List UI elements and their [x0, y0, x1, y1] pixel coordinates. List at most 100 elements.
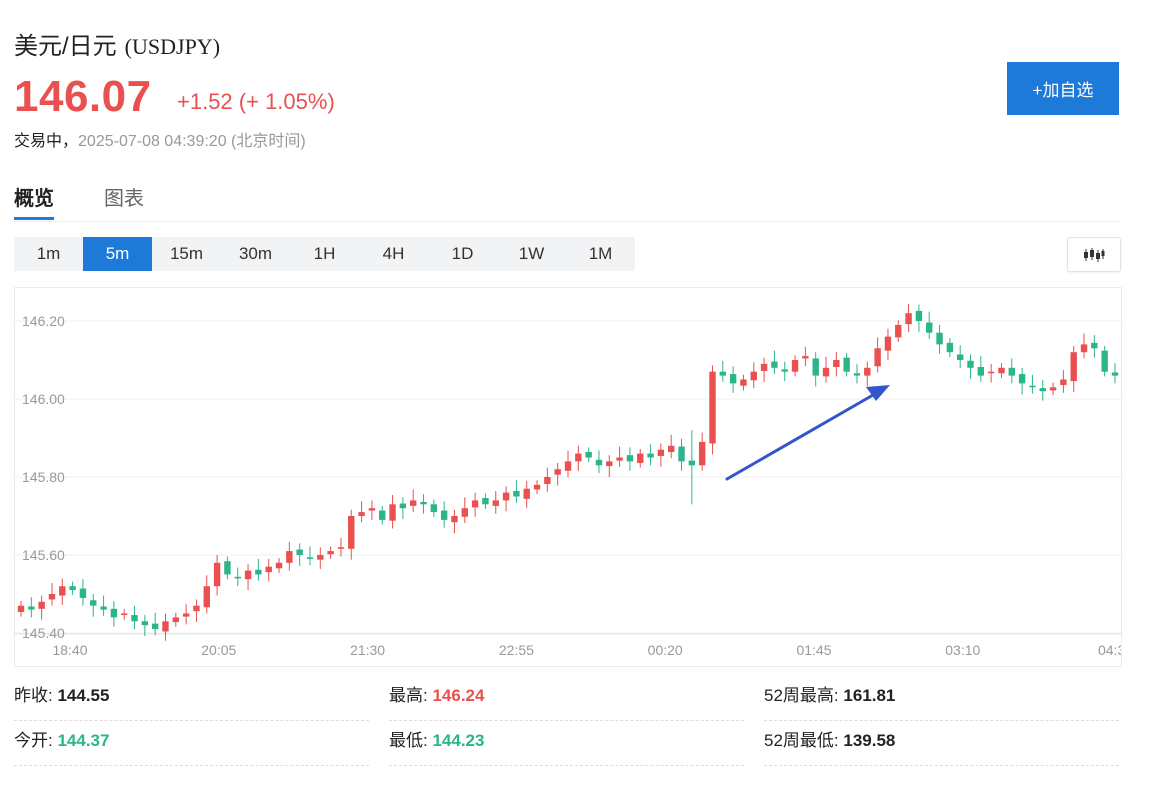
y-tick-label: 146.00 [22, 391, 65, 407]
candle [17, 601, 25, 617]
interval-1m[interactable]: 1m [36, 244, 61, 263]
candle-body [162, 621, 169, 632]
interval-5m[interactable]: 5m [83, 237, 152, 271]
candle-body [523, 488, 530, 499]
candle [905, 303, 912, 332]
candle [833, 352, 840, 377]
candle-body [110, 608, 118, 618]
candle-body [471, 500, 479, 508]
trading-status: 交易中，2025-07-08 04:39:20 (北京时间) [14, 127, 306, 151]
interval-1h[interactable]: 1H [313, 244, 336, 263]
candlestick-toggle-button[interactable] [1067, 237, 1121, 272]
stat-low: 最低: 144.23 [389, 721, 744, 766]
candle [224, 556, 231, 580]
add-watchlist-button[interactable]: +加自选 [1007, 62, 1119, 115]
candle-body [1111, 372, 1119, 376]
candlestick-icon [1084, 247, 1105, 262]
candle-body [1091, 342, 1098, 349]
candle-body [657, 449, 665, 456]
candle-body [822, 367, 830, 377]
candle-body [399, 503, 407, 509]
candle-body [595, 459, 603, 466]
candle-body [17, 605, 25, 612]
candle [327, 546, 334, 559]
candle-body [28, 606, 35, 610]
candle-body [38, 601, 45, 609]
interval-15m[interactable]: 15m [169, 244, 204, 263]
timestamp: 2025-07-08 04:39:20 (北京时间) [78, 133, 306, 150]
candle [709, 365, 716, 455]
candle-body [678, 446, 685, 462]
interval-1d[interactable]: 1D [451, 244, 474, 263]
candle-body [172, 617, 180, 623]
x-tick-label: 03:10 [945, 642, 980, 658]
candle [967, 354, 974, 379]
candle [234, 567, 241, 587]
candle [1008, 358, 1015, 384]
candle [193, 599, 200, 623]
stat-label: 今开: [14, 731, 53, 750]
candle [389, 494, 396, 529]
y-tick-label: 145.60 [22, 547, 65, 563]
interval-1mo[interactable]: 1M [588, 244, 613, 263]
candle [28, 597, 35, 618]
candle-body [781, 369, 788, 372]
y-tick-label: 145.40 [22, 625, 65, 641]
candle-body [1049, 387, 1057, 391]
candle-body [286, 551, 293, 563]
candle [760, 357, 768, 382]
stat-prev-close: 昨收: 144.55 [14, 676, 369, 721]
candle [399, 497, 407, 520]
candle-body [141, 621, 149, 626]
candle [471, 492, 479, 517]
candle-body [420, 501, 427, 505]
interval-1w[interactable]: 1W [518, 244, 545, 263]
tab-chart[interactable]: 图表 [104, 188, 144, 210]
candle-body [337, 547, 345, 549]
stat-high: 最高: 146.24 [389, 676, 744, 721]
candle-body [203, 586, 210, 608]
candle [523, 480, 530, 509]
candle-body [1101, 350, 1108, 372]
y-tick-label: 145.80 [22, 469, 65, 485]
candle [771, 350, 778, 375]
candle-body [121, 613, 128, 616]
interval-4h[interactable]: 4H [382, 244, 405, 263]
candle [131, 605, 138, 630]
candle [244, 564, 252, 591]
candle-body [358, 512, 365, 516]
candle [1091, 335, 1098, 358]
stat-value: 144.37 [57, 731, 110, 750]
candle [688, 430, 696, 505]
candlestick-chart[interactable]: 146.20 146.00 145.80 145.60 145.40 18:40 20:0… [15, 288, 1121, 666]
candle-body [709, 371, 716, 444]
candle [616, 446, 623, 467]
price-chart[interactable]: 146.20 146.00 145.80 145.60 145.40 18:40 20:0… [14, 287, 1122, 667]
candle [1111, 363, 1119, 384]
candle [317, 547, 324, 570]
candle-body [616, 457, 623, 461]
candle-body [750, 371, 757, 381]
candle-body [802, 356, 809, 359]
candle [554, 462, 561, 486]
candle-body [193, 605, 200, 612]
candle-body [771, 361, 778, 368]
candle [874, 337, 881, 373]
candle-body [626, 455, 634, 462]
candle-body [895, 324, 902, 338]
stat-label: 52周最低: [764, 731, 839, 750]
candle-body [719, 371, 727, 376]
candle-body [348, 516, 355, 549]
interval-30m[interactable]: 30m [238, 244, 273, 263]
candle-body [265, 566, 272, 573]
candle [647, 444, 654, 466]
candle [895, 320, 902, 343]
candle-body [926, 322, 933, 333]
candle-body [1029, 385, 1036, 388]
candle-body [234, 576, 241, 579]
candle-body [90, 600, 97, 606]
candle-body [69, 586, 76, 591]
tab-overview[interactable]: 概览 [14, 188, 54, 210]
stat-value: 146.24 [432, 686, 485, 705]
candle-body [853, 373, 861, 376]
